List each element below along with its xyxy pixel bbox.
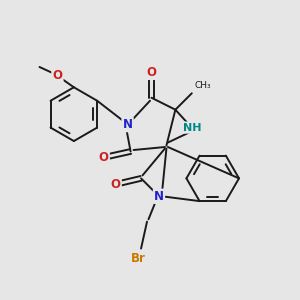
Text: O: O [111,178,121,191]
Text: N: N [123,118,133,131]
Text: O: O [146,66,157,79]
Text: O: O [99,151,109,164]
Text: CH₃: CH₃ [195,81,212,90]
Text: NH: NH [183,123,201,133]
Text: O: O [52,69,62,82]
Text: N: N [154,190,164,203]
Text: Br: Br [130,253,146,266]
